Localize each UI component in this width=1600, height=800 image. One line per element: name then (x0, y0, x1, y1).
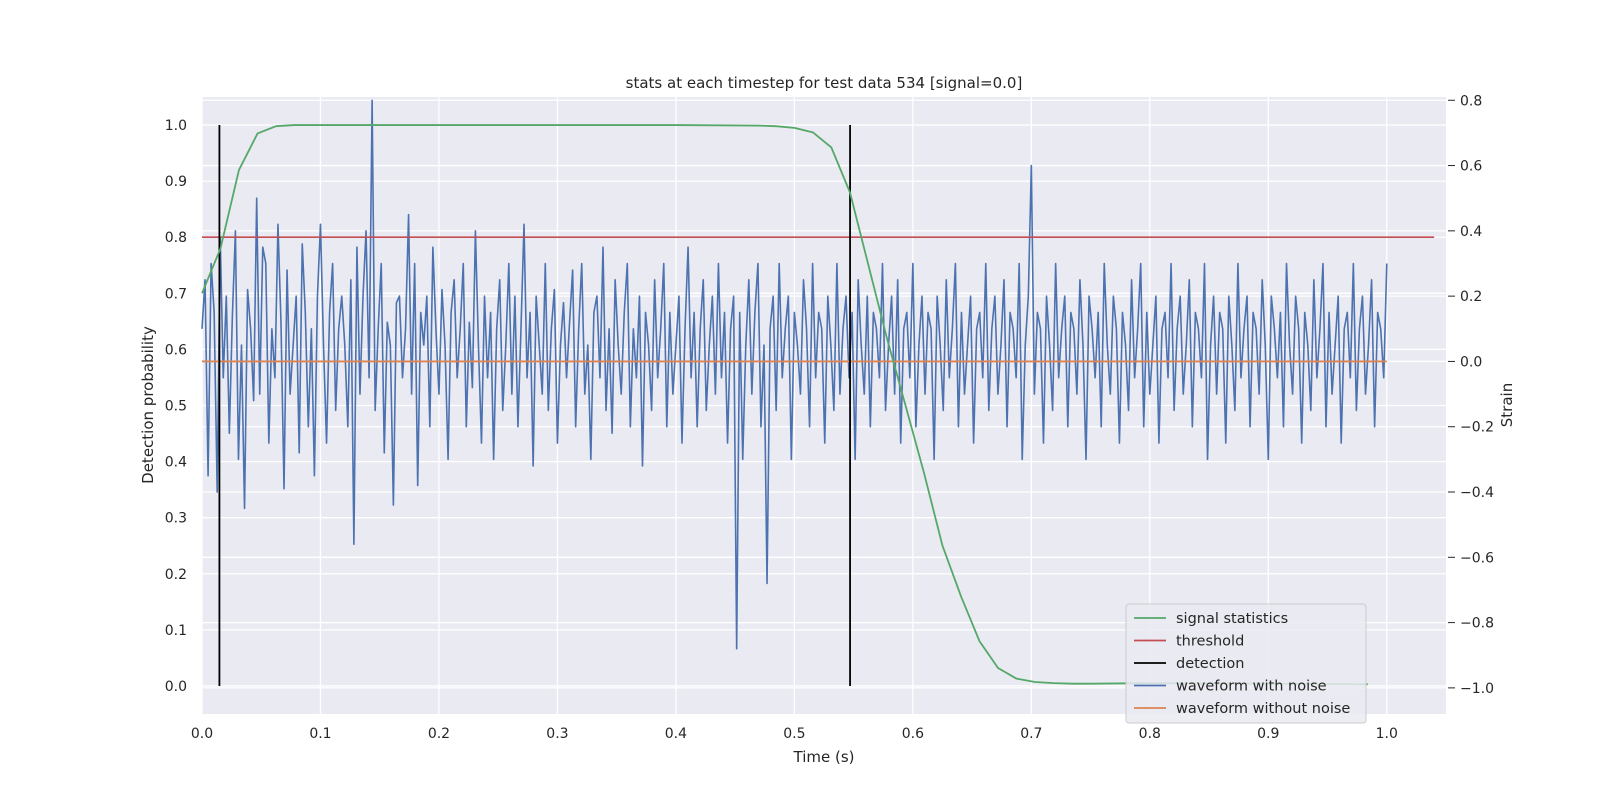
legend-label: threshold (1176, 634, 1244, 650)
legend-box (1125, 603, 1367, 724)
y-tick-label: 0.5 (165, 399, 187, 415)
waveform-with-noise-line (201, 99, 1388, 650)
y-tick-label: 0.8 (165, 230, 187, 246)
y2-tick-label: −0.8 (1460, 616, 1494, 632)
x-tick-label: 0.5 (783, 726, 805, 742)
y2-tick-label: 0.4 (1460, 224, 1482, 240)
y2-tick-label: 0.2 (1460, 289, 1482, 305)
y2-tick-label: 0.0 (1460, 354, 1482, 370)
y-tick-label: 0.9 (165, 174, 187, 190)
y-tick-label: 0.6 (165, 342, 187, 358)
signal-statistics-line (201, 124, 1368, 686)
y-tick-label: 0.3 (165, 511, 187, 527)
chart-title: stats at each timestep for test data 534… (626, 74, 1023, 92)
y-tick-label: 0.2 (165, 567, 187, 583)
x-tick-label: 0.2 (428, 726, 450, 742)
y2-tick-label: 0.8 (1460, 93, 1482, 109)
x-tick-label: 0.4 (665, 726, 687, 742)
x-tick-label: 1.0 (1376, 726, 1398, 742)
x-tick-label: 0.3 (546, 726, 568, 742)
legend-label: detection (1176, 656, 1244, 672)
y2-ticks: −1.0 −0.8 −0.6 −0.4 −0.2 0.0 0.2 0.4 0.6 0.8 (1448, 93, 1494, 697)
y-tick-label: 0.1 (165, 623, 187, 639)
legend-label: waveform with noise (1176, 679, 1327, 695)
x-tick-label: 0.6 (902, 726, 924, 742)
plot-lines (201, 99, 1435, 686)
x-tick-label: 0.0 (191, 726, 213, 742)
legend: signal statistics threshold detection wavef… (1125, 603, 1367, 724)
y2-tick-label: −0.6 (1460, 550, 1494, 566)
x-tick-label: 0.1 (309, 726, 331, 742)
y-ticks: 0.0 0.1 0.2 0.3 0.4 0.5 0.6 0.7 0.8 0.9 1.0 (165, 118, 187, 695)
x-ticks: 0.0 0.1 0.2 0.3 0.4 0.5 0.6 0.7 0.8 0.9 1.0 (191, 726, 1398, 742)
legend-label: signal statistics (1176, 611, 1288, 627)
y-tick-label: 0.7 (165, 286, 187, 302)
y2-axis-label: Strain (1498, 383, 1516, 427)
y-tick-label: 1.0 (165, 118, 187, 134)
legend-label: waveform without noise (1176, 701, 1350, 717)
y2-tick-label: −1.0 (1460, 681, 1494, 697)
y-tick-label: 0.0 (165, 679, 187, 695)
y-tick-label: 0.4 (165, 455, 187, 471)
x-tick-label: 0.8 (1139, 726, 1161, 742)
x-tick-label: 0.7 (1020, 726, 1042, 742)
y2-tick-label: −0.2 (1460, 420, 1494, 436)
y2-tick-label: −0.4 (1460, 485, 1494, 501)
y2-tick-label: 0.6 (1460, 159, 1482, 175)
y-axis-label: Detection probability (139, 326, 157, 484)
x-tick-label: 0.9 (1257, 726, 1279, 742)
x-axis-label: Time (s) (793, 748, 855, 766)
